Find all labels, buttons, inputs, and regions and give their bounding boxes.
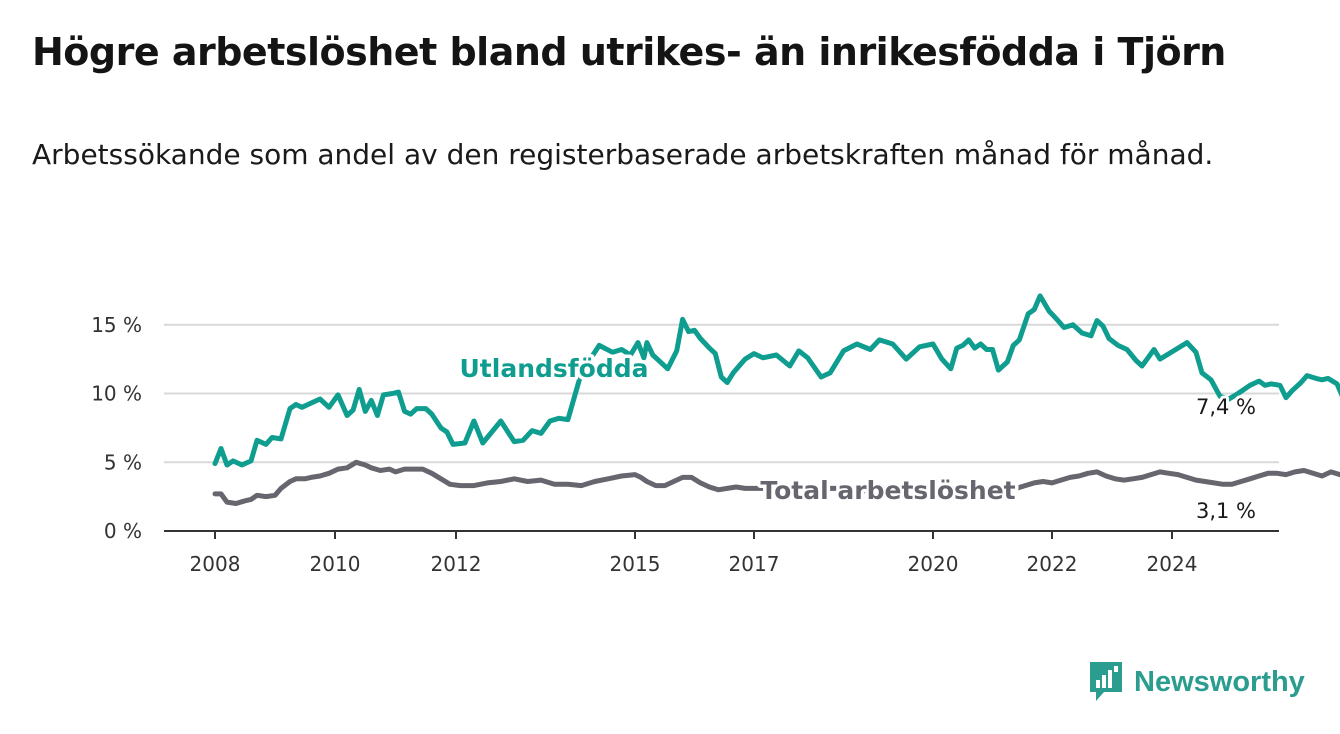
brand-name: Newsworthy <box>1134 665 1305 698</box>
x-axis-ticks: 2008 2010 2012 2015 2017 2020 2022 2024 <box>190 531 1198 576</box>
x-tick-label: 2017 <box>729 552 780 576</box>
x-tick-label: 2008 <box>190 552 241 576</box>
series-lines <box>212 293 1340 506</box>
gridlines <box>164 323 1279 532</box>
x-tick-label: 2022 <box>1027 552 1078 576</box>
series-end-value-label: 7,4 % <box>1196 395 1256 419</box>
y-tick-label: 0 % <box>104 519 142 543</box>
x-tick-label: 2020 <box>908 552 959 576</box>
series-name-label: Utlandsfödda <box>460 354 649 383</box>
series-line-total <box>212 459 1340 506</box>
series-line-utlandsfodda <box>212 293 1340 468</box>
y-tick-label: 15 % <box>91 313 142 337</box>
y-tick-label: 10 % <box>91 382 142 406</box>
chart-subtitle: Arbetssökande som andel av den registerb… <box>32 138 1214 171</box>
series-name-label: Total arbetslöshet <box>760 476 1015 505</box>
x-tick-label: 2010 <box>310 552 361 576</box>
newsworthy-logo-icon <box>1090 662 1122 701</box>
chart-title: Högre arbetslöshet bland utrikes- än inr… <box>32 30 1226 74</box>
y-tick-label: 5 % <box>104 450 142 474</box>
y-axis-ticks: 0 % 5 % 10 % 15 % <box>91 313 142 543</box>
x-tick-label: 2012 <box>431 552 482 576</box>
series-end-value-label: 3,1 % <box>1196 499 1256 523</box>
series-labels: Utlandsfödda 7,4 % Total arbetslöshet 3,1 % <box>456 351 1259 527</box>
x-tick-label: 2015 <box>610 552 661 576</box>
newsworthy-brand: Newsworthy <box>1088 660 1305 704</box>
x-tick-label: 2024 <box>1147 552 1198 576</box>
